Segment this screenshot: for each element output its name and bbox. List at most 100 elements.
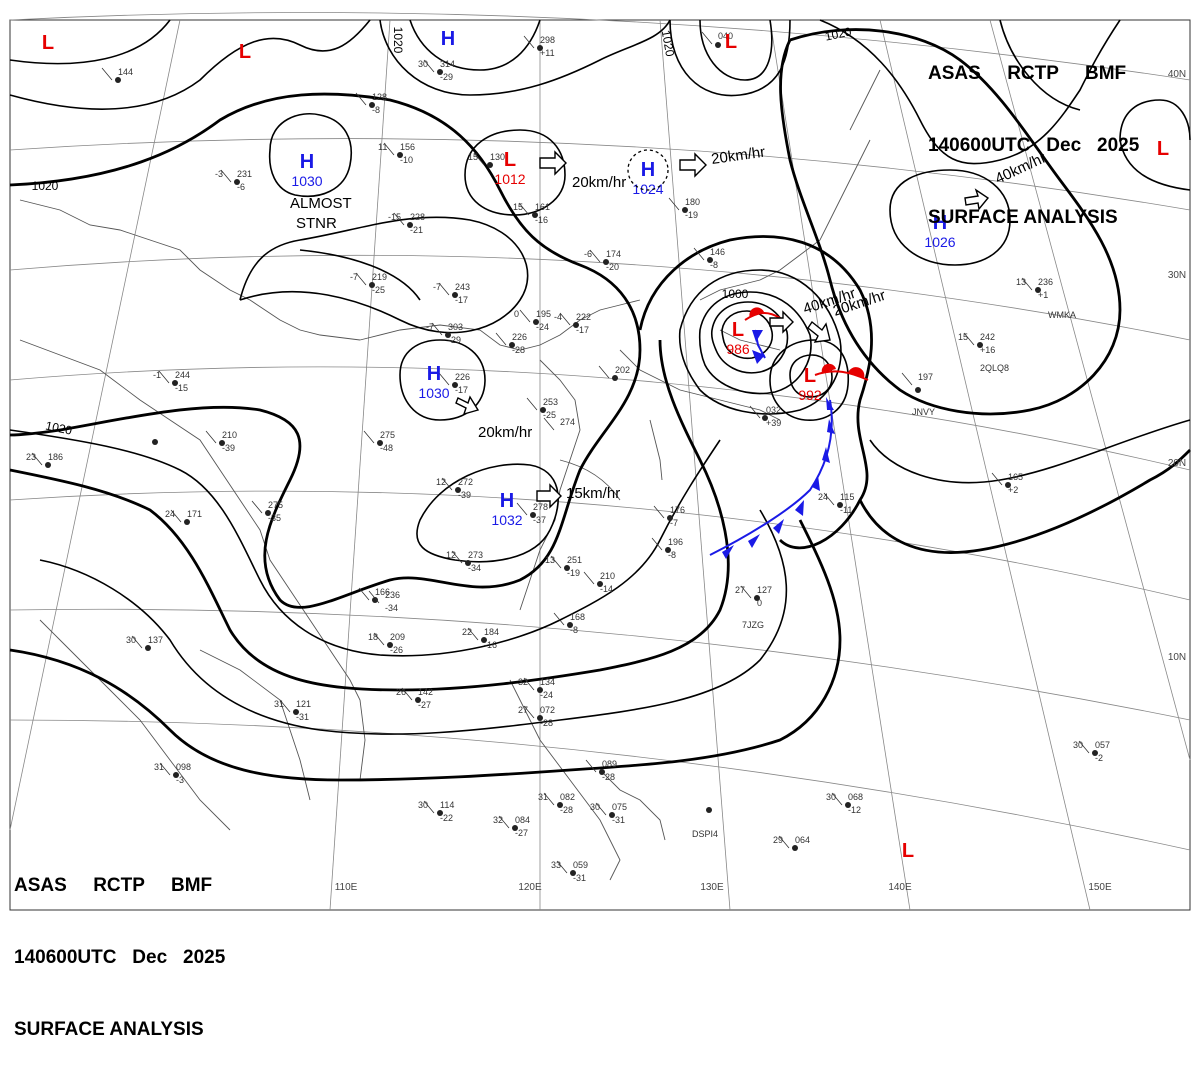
high-center-symbol: H (441, 28, 455, 50)
wind-barb (441, 477, 453, 491)
station-pressure: 128 (372, 92, 387, 102)
station-temperature: 27 (735, 585, 745, 595)
station-dewpoint: -24 (536, 322, 549, 332)
station-dewpoint: -26 (390, 645, 403, 655)
wind-barb (595, 802, 607, 816)
station-pressure: 202 (615, 365, 630, 375)
station-dewpoint: -24 (540, 690, 553, 700)
station-dewpoint: -7 (670, 518, 678, 528)
station-dewpoint: -27 (418, 700, 431, 710)
header-code: BMF (1085, 63, 1127, 84)
station-temperature: 26 (396, 687, 406, 697)
header-top-right: ASAS RCTP BMF 140600UTC Dec 2025 SURFACE… (928, 14, 1139, 254)
footer-year: 2025 (183, 947, 226, 968)
wind-barb (518, 202, 530, 216)
wind-barb (363, 430, 375, 444)
header-agency: ASAS (928, 63, 981, 84)
station-dewpoint: 0 (757, 598, 762, 608)
header-bottom-left: ASAS RCTP BMF 140600UTC Dec 2025 SURFACE… (14, 826, 225, 1066)
low-center-symbol: L (902, 840, 914, 862)
header-station: RCTP (1007, 63, 1059, 84)
coastlines (19, 69, 881, 881)
station-temperature: -7 (350, 272, 358, 282)
station-pressure: 064 (795, 835, 810, 845)
center-pressure-value: 1032 (491, 512, 522, 528)
latitude-label: 40N (1168, 69, 1186, 80)
isobars (9, 19, 1191, 782)
stnr-label: STNR (296, 215, 337, 232)
station-pressure: 222 (576, 312, 591, 322)
station-temperature: 33 (551, 860, 561, 870)
header-year: 2025 (1097, 135, 1140, 156)
center-pressure-value: 1026 (924, 234, 955, 250)
station-pressure: 180 (685, 197, 700, 207)
wind-barb (523, 677, 535, 691)
station-dewpoint: -31 (612, 815, 625, 825)
low-center-symbol: L (804, 365, 816, 387)
low-center-symbol: L (732, 319, 744, 341)
wind-barb (423, 59, 435, 73)
wind-barb (423, 800, 435, 814)
station-pressure: 298 (540, 35, 555, 45)
cold-front (709, 329, 835, 559)
wind-barb (220, 169, 232, 183)
high-center-symbol: H (427, 363, 441, 385)
station-pressure: 137 (148, 635, 163, 645)
station-pressure: 168 (570, 612, 585, 622)
low-center-symbol: L (504, 149, 516, 171)
movement-speed-label: 20km/hr (572, 174, 626, 191)
station-dewpoint: -28 (560, 805, 573, 815)
station-dewpoint: +39 (766, 418, 781, 428)
station-dewpoint: -25 (372, 285, 385, 295)
wind-barb (355, 272, 367, 286)
station-temperature: -15 (388, 212, 401, 222)
wind-barb (393, 212, 405, 226)
longitude-label: 140E (888, 882, 912, 893)
station-temperature: 30 (126, 635, 136, 645)
longitude-label: 120E (518, 882, 542, 893)
footer-agency: ASAS (14, 875, 67, 896)
station-pressure: 166 (375, 587, 390, 597)
station-temperature: -3 (215, 169, 223, 179)
station-dewpoint: +1 (1038, 290, 1048, 300)
wind-barb (401, 687, 413, 701)
station-dewpoint: -8 (570, 625, 578, 635)
wind-barb (668, 197, 680, 211)
wind-barb (31, 452, 43, 466)
ship-callsign: DSPI4 (692, 829, 718, 839)
station-pressure: 242 (980, 332, 995, 342)
wind-barb (553, 612, 565, 626)
header-time: 140600UTC (928, 135, 1031, 156)
station-temperature: 15 (958, 332, 968, 342)
station-dewpoint: -22 (440, 813, 453, 823)
wind-barb (778, 835, 790, 849)
latitude-label: 20N (1168, 458, 1186, 469)
station-pressure: 098 (176, 762, 191, 772)
wind-barb (550, 555, 562, 569)
station-temperature: -4 (554, 312, 562, 322)
station-temperature: -1 (153, 370, 161, 380)
station-pressure: 075 (612, 802, 627, 812)
ship-callsign: 7JZG (742, 620, 764, 630)
low-center-symbol: L (239, 41, 251, 63)
station-pressure: 134 (540, 677, 555, 687)
wind-barb (431, 322, 443, 336)
station-temperature: 31 (154, 762, 164, 772)
station-pressure: 195 (536, 309, 551, 319)
footer-code: BMF (171, 875, 213, 896)
station-dewpoint: -2 (1095, 753, 1103, 763)
station-pressure: 303 (448, 322, 463, 332)
high-center-symbol: H (641, 159, 655, 181)
wind-barb (519, 309, 531, 323)
station-pressure: 226 (455, 372, 470, 382)
almost-label: ALMOST (290, 195, 352, 212)
wind-barb (473, 152, 485, 166)
station-pressure: 059 (573, 860, 588, 870)
wind-barb (749, 405, 761, 419)
wind-barb (583, 571, 595, 585)
center-pressure-value: 1030 (291, 173, 322, 189)
wind-barb (523, 705, 535, 719)
station-pressure: 209 (390, 632, 405, 642)
station-pressure: 244 (175, 370, 190, 380)
